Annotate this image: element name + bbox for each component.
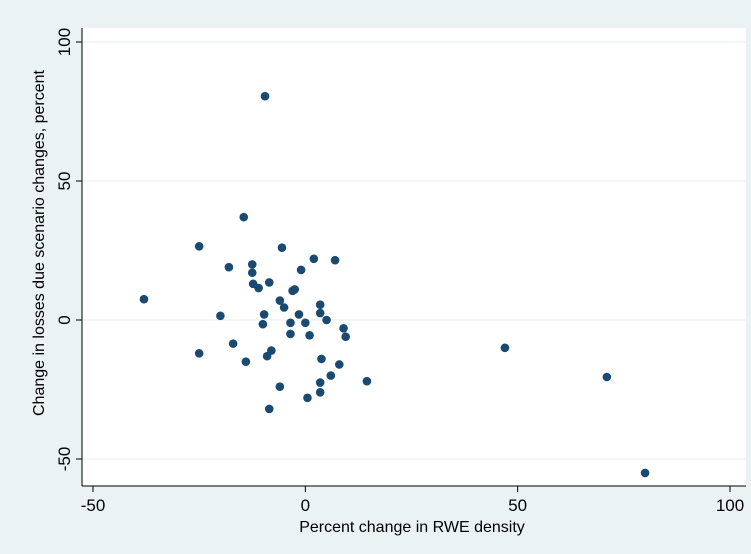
data-point bbox=[322, 315, 331, 325]
data-point bbox=[247, 260, 257, 269]
data-point bbox=[305, 330, 314, 340]
data-point bbox=[290, 285, 300, 294]
data-point bbox=[264, 404, 274, 414]
plot-area bbox=[82, 28, 746, 486]
data-point bbox=[309, 254, 319, 264]
data-point bbox=[294, 310, 304, 319]
data-point bbox=[500, 343, 510, 353]
gridlines bbox=[82, 41, 746, 460]
data-point bbox=[264, 278, 274, 287]
data-point bbox=[326, 371, 336, 380]
data-point bbox=[286, 318, 295, 328]
data-point bbox=[239, 212, 249, 222]
x-tick-label: 100 bbox=[716, 496, 744, 515]
data-point bbox=[335, 360, 344, 369]
data-points bbox=[139, 91, 650, 478]
x-tick-label: 50 bbox=[508, 496, 527, 515]
y-axis-title: Change in losses due scenario changes, p… bbox=[31, 69, 48, 416]
data-point bbox=[275, 296, 285, 305]
data-point bbox=[228, 339, 238, 348]
data-point bbox=[315, 300, 325, 310]
data-point bbox=[194, 349, 204, 358]
data-point bbox=[315, 378, 325, 387]
x-tick-label: -50 bbox=[81, 496, 106, 515]
data-point bbox=[317, 354, 326, 364]
data-point bbox=[330, 255, 340, 265]
x-ticks: -50 0 50 100 bbox=[81, 486, 744, 515]
y-tick-label: 50 bbox=[55, 172, 74, 191]
data-point bbox=[315, 308, 325, 318]
data-point bbox=[315, 387, 325, 397]
x-tick-label: 0 bbox=[301, 496, 310, 515]
data-point bbox=[303, 393, 312, 403]
data-point bbox=[254, 283, 263, 293]
y-tick-label: 0 bbox=[55, 315, 74, 324]
data-point bbox=[267, 346, 276, 355]
data-point bbox=[296, 265, 306, 275]
data-point bbox=[341, 332, 350, 341]
data-point bbox=[241, 357, 251, 367]
x-axis-title: Percent change in RWE density bbox=[299, 519, 525, 536]
data-point bbox=[139, 294, 149, 304]
data-point bbox=[259, 310, 269, 319]
data-point bbox=[277, 243, 287, 253]
data-point bbox=[339, 324, 348, 333]
y-ticks: -50 0 50 100 bbox=[55, 28, 82, 471]
data-point bbox=[602, 372, 612, 382]
data-point bbox=[216, 311, 225, 321]
data-point bbox=[247, 268, 257, 278]
data-point bbox=[286, 329, 295, 339]
data-point bbox=[194, 242, 204, 251]
data-point bbox=[279, 303, 289, 312]
data-point bbox=[258, 319, 268, 329]
data-point bbox=[640, 468, 650, 478]
data-point bbox=[260, 91, 270, 101]
y-tick-label: 100 bbox=[55, 28, 74, 56]
y-tick-label: -50 bbox=[55, 447, 74, 472]
data-point bbox=[275, 382, 285, 392]
data-point bbox=[301, 318, 310, 328]
data-point bbox=[224, 262, 234, 272]
data-point bbox=[362, 376, 372, 386]
